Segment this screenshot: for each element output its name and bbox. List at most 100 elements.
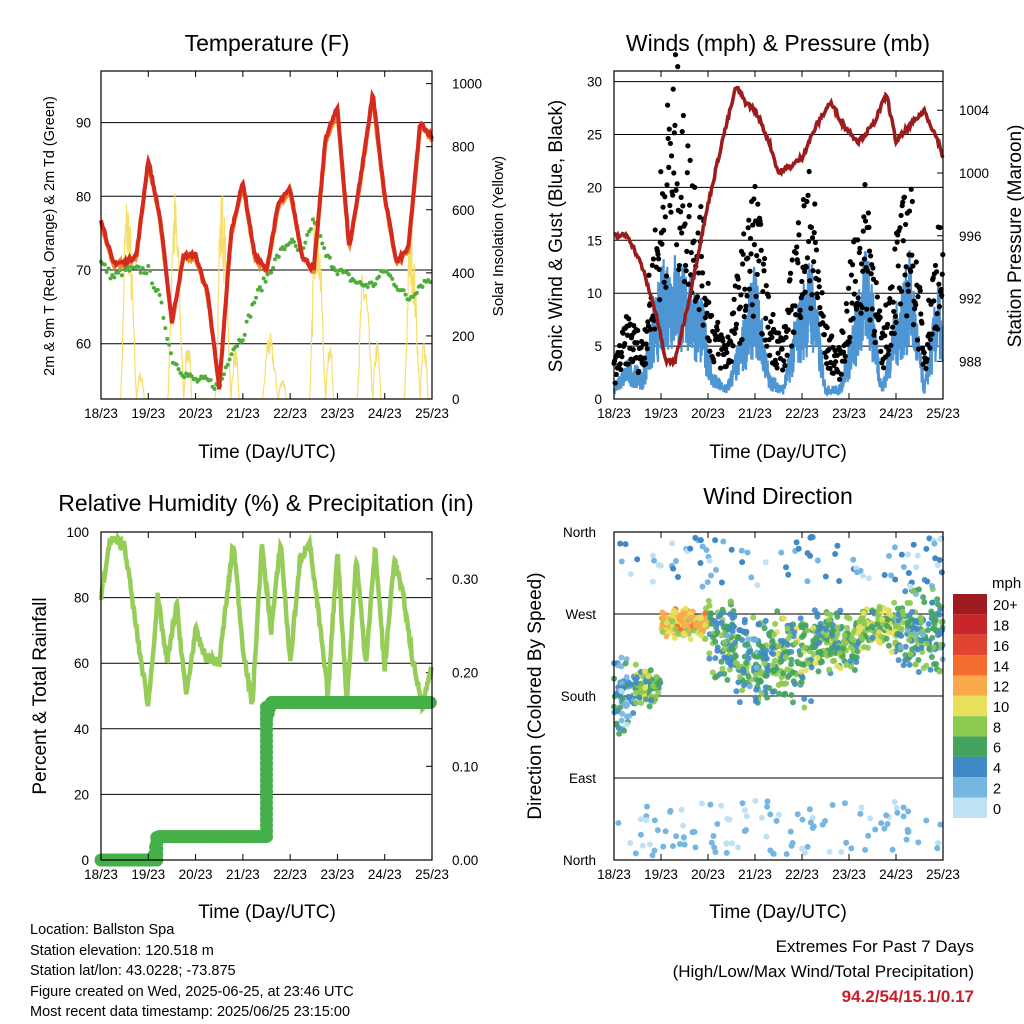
direction-point bbox=[739, 687, 746, 694]
direction-point bbox=[797, 651, 804, 658]
direction-point bbox=[745, 636, 752, 643]
gust-point bbox=[678, 194, 684, 200]
gust-point bbox=[884, 321, 891, 327]
gust-point bbox=[843, 300, 849, 307]
direction-point bbox=[881, 825, 888, 832]
gust-point bbox=[898, 212, 904, 219]
direction-point bbox=[900, 563, 907, 570]
gust-point bbox=[685, 281, 692, 287]
dewpoint-point bbox=[291, 239, 296, 244]
gust-point bbox=[812, 201, 818, 207]
direction-point bbox=[850, 556, 857, 563]
dewpoint-point bbox=[125, 265, 130, 270]
gust-point bbox=[934, 269, 940, 275]
gust-point bbox=[742, 307, 749, 313]
gust-point bbox=[910, 263, 916, 269]
direction-point bbox=[826, 666, 833, 673]
direction-point bbox=[634, 556, 641, 563]
direction-point bbox=[775, 682, 782, 689]
direction-point bbox=[814, 629, 821, 636]
direction-point bbox=[702, 610, 709, 617]
direction-point bbox=[923, 817, 930, 824]
direction-point bbox=[618, 688, 625, 695]
direction-point bbox=[633, 699, 640, 706]
gust-point bbox=[681, 278, 688, 285]
direction-point bbox=[935, 840, 942, 847]
gust-point bbox=[892, 246, 898, 252]
gust-point bbox=[676, 262, 683, 269]
gust-point bbox=[651, 317, 657, 324]
direction-point bbox=[627, 840, 634, 847]
direction-point bbox=[883, 635, 890, 642]
gust-point bbox=[905, 288, 912, 294]
direction-point bbox=[617, 540, 624, 547]
direction-point bbox=[838, 623, 845, 630]
direction-point bbox=[896, 631, 903, 638]
direction-point bbox=[672, 625, 679, 632]
gust-point bbox=[868, 271, 874, 277]
temperature-xlabel: Time (Day/UTC) bbox=[198, 442, 336, 463]
gust-point bbox=[900, 238, 906, 244]
winds-x-tick-label: 18/23 bbox=[597, 406, 631, 421]
legend-label: 20+ bbox=[993, 598, 1018, 614]
direction-point bbox=[878, 633, 885, 640]
direction-point bbox=[799, 816, 806, 823]
direction-point bbox=[741, 807, 748, 814]
direction-point bbox=[883, 812, 890, 819]
direction-point bbox=[931, 615, 938, 622]
gust-point bbox=[934, 310, 940, 317]
gust-point bbox=[931, 298, 937, 304]
dewpoint-point bbox=[182, 375, 187, 380]
legend-label: 8 bbox=[993, 720, 1001, 736]
direction-point bbox=[807, 552, 814, 559]
direction-point bbox=[680, 630, 687, 637]
gust-point bbox=[715, 351, 721, 357]
legend-label: 10 bbox=[993, 700, 1009, 716]
gust-point bbox=[900, 199, 906, 205]
gust-point bbox=[894, 239, 900, 245]
direction-point bbox=[618, 654, 625, 661]
direction-point bbox=[728, 546, 735, 553]
gust-point bbox=[677, 209, 684, 215]
direction-point bbox=[621, 727, 628, 734]
direction-point bbox=[834, 542, 841, 549]
direction-point bbox=[771, 657, 778, 664]
direction-point bbox=[703, 547, 710, 554]
extremes-box: Extremes For Past 7 Days (High/Low/Max W… bbox=[673, 934, 974, 1009]
direction-point bbox=[689, 829, 696, 836]
gust-point bbox=[758, 221, 764, 227]
winds-ylabel: Sonic Wind & Gust (Blue, Black) bbox=[546, 100, 567, 372]
direction-point bbox=[937, 535, 944, 542]
gust-point bbox=[848, 272, 855, 278]
direction-ylabel: Direction (Colored By Speed) bbox=[525, 572, 546, 819]
gust-point bbox=[812, 239, 818, 246]
gust-point bbox=[686, 214, 692, 220]
direction-point bbox=[778, 658, 785, 665]
dewpoint-point bbox=[112, 275, 117, 280]
gust-point bbox=[634, 340, 640, 346]
gust-point bbox=[888, 342, 894, 348]
direction-point bbox=[869, 634, 876, 641]
gust-point bbox=[886, 300, 892, 306]
legend-color-cell bbox=[953, 716, 987, 737]
gust-point bbox=[856, 249, 862, 256]
direction-point bbox=[900, 611, 907, 618]
direction-point bbox=[680, 834, 687, 841]
gust-point bbox=[741, 313, 747, 320]
humidity-y-tick-label: 60 bbox=[74, 656, 89, 671]
dewpoint-point bbox=[373, 281, 378, 286]
direction-point bbox=[699, 583, 706, 590]
direction-point bbox=[711, 844, 718, 851]
winds-y-tick-label: 15 bbox=[587, 233, 602, 248]
direction-point bbox=[895, 657, 902, 664]
direction-point bbox=[755, 621, 762, 628]
gust-point bbox=[748, 251, 754, 257]
gust-point bbox=[739, 336, 745, 343]
direction-point bbox=[791, 680, 798, 687]
gust-point bbox=[676, 266, 682, 273]
direction-point bbox=[770, 850, 777, 857]
dewpoint-point bbox=[320, 241, 325, 246]
direction-point bbox=[718, 658, 725, 665]
gust-point bbox=[861, 214, 867, 220]
direction-point bbox=[646, 841, 653, 848]
